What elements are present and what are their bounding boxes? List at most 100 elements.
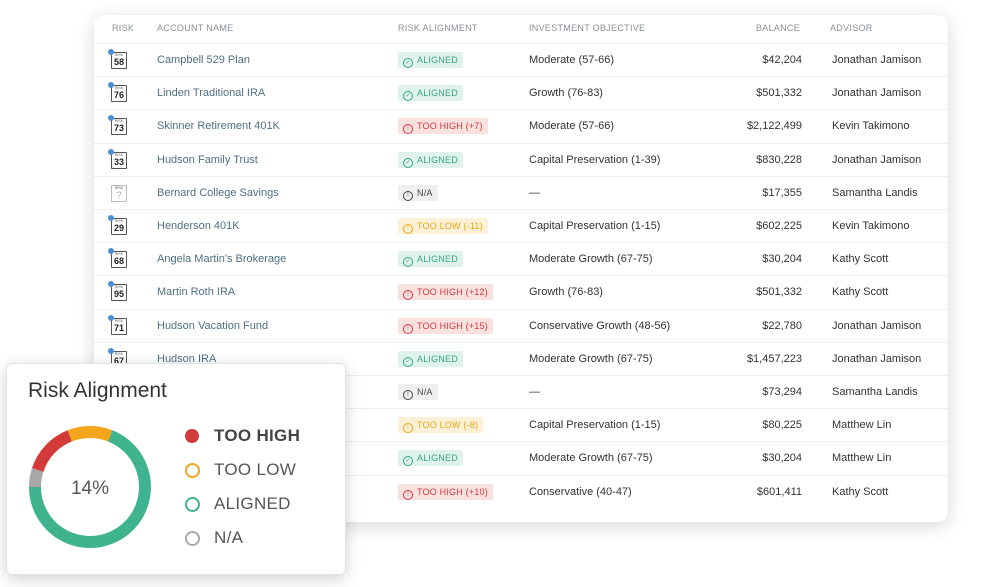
account-name-link[interactable]: Hudson Family Trust: [157, 153, 258, 166]
investment-objective: Capital Preservation (1-15): [529, 220, 661, 232]
risk-score: 68: [113, 256, 124, 267]
risk-icon-label: RISK: [114, 53, 124, 57]
table-row[interactable]: ! TOO LOW (-8) Capital Preservation (1-15…: [94, 408, 948, 442]
header-risk[interactable]: RISK: [112, 23, 135, 33]
risk-score: 71: [113, 322, 124, 333]
balance: $80,225: [762, 419, 802, 432]
account-name-link[interactable]: Hudson Vacation Fund: [157, 319, 269, 332]
alignment-badge: ✓ ALIGNED: [398, 52, 463, 69]
table-header: RISK ACCOUNT NAME RISK ALIGNMENT INVESTM…: [94, 15, 948, 43]
risk-score: 76: [113, 90, 124, 101]
alignment-badge: ! TOO HIGH (+7): [398, 118, 488, 135]
alignment-label: TOO HIGH (+10): [417, 486, 488, 497]
table-row[interactable]: RISK 68 Angela Martin's Brokerage ✓ ALIGN…: [94, 242, 948, 276]
donut-segment-na[interactable]: [29, 426, 151, 548]
account-name-link[interactable]: Hudson IRA: [157, 352, 217, 365]
risk-cell: RISK 68: [108, 243, 138, 276]
advisor: Kathy Scott: [832, 485, 889, 498]
donut-segment-too-high[interactable]: [25, 422, 155, 552]
table-row[interactable]: RISK 73 Skinner Retirement 401K ! TOO HIG…: [94, 109, 948, 143]
alignment-label: TOO LOW (-11): [417, 221, 483, 232]
risk-score: 58: [113, 57, 124, 67]
alert-circle-icon: !: [403, 190, 413, 201]
alignment-label: TOO HIGH (+7): [417, 121, 483, 132]
advisor: Kathy Scott: [832, 286, 889, 299]
balance: $1,457,223: [746, 352, 802, 365]
table-row[interactable]: RISK ? Bernard College Savings ! N/A — $1…: [94, 175, 948, 210]
risk-icon-label: RISK: [114, 285, 124, 290]
risk-cell: RISK 71: [108, 310, 138, 343]
table-row[interactable]: RISK 67 Hudson IRA ✓ ALIGNED Moderate Gro…: [94, 341, 948, 376]
balance: $501,332: [756, 87, 802, 100]
legend-circle-icon: [185, 463, 200, 478]
legend-circle-icon: [185, 531, 200, 546]
risk-score-icon: RISK ?: [111, 184, 127, 202]
alert-circle-icon: !: [403, 224, 413, 235]
advisor: Kevin Takimono: [832, 120, 910, 133]
risk-score-icon: RISK 71: [108, 314, 127, 335]
balance: $30,204: [762, 253, 802, 266]
advisor: Kathy Scott: [832, 253, 889, 266]
alignment-label: ALIGNED: [417, 254, 458, 265]
table-row[interactable]: ✓ ALIGNED Moderate Growth (67-75) $30,204…: [94, 441, 948, 475]
legend-label: TOO HIGH: [214, 426, 301, 445]
investment-objective: Conservative (40-47): [529, 485, 632, 498]
account-name-link[interactable]: Skinner Retirement 401K: [157, 120, 280, 133]
advisor: Jonathan Jamison: [832, 87, 922, 100]
investment-objective: Moderate Growth (67-75): [529, 352, 653, 365]
advisor: Matthew Lin: [832, 419, 892, 432]
alignment-label: N/A: [417, 187, 433, 198]
risk-icon-label: RISK: [114, 219, 124, 223]
table-row[interactable]: RISK 71 Hudson Vacation Fund ! TOO HIGH (…: [94, 308, 948, 343]
alignment-badge: ✓ ALIGNED: [398, 350, 463, 367]
donut-segment-aligned[interactable]: [25, 422, 155, 552]
table-row[interactable]: RISK 58 Campbell 529 Plan ✓ ALIGNED Moder…: [94, 43, 948, 77]
investment-objective: Growth (76-83): [529, 286, 603, 299]
risk-score-icon: RISK 33: [108, 148, 127, 169]
account-name-link[interactable]: Henderson 401K: [157, 220, 240, 232]
account-name-link[interactable]: Linden Traditional IRA: [157, 87, 266, 100]
advisor: Jonathan Jamison: [832, 54, 922, 66]
risk-alignment-donut: 14%: [25, 422, 155, 552]
advisor: Samantha Landis: [832, 186, 918, 199]
alignment-label: ALIGNED: [417, 154, 458, 165]
table-row[interactable]: RISK 76 Linden Traditional IRA ✓ ALIGNED …: [94, 76, 948, 110]
risk-dot-icon: [108, 248, 114, 255]
header-account-name[interactable]: ACCOUNT NAME: [157, 23, 234, 33]
alignment-badge: ! N/A: [398, 184, 438, 201]
header-risk-alignment[interactable]: RISK ALIGNMENT: [398, 23, 478, 33]
account-name-link[interactable]: Bernard College Savings: [157, 186, 279, 199]
balance: $601,411: [756, 485, 802, 498]
risk-icon-label: RISK: [114, 318, 124, 323]
risk-dot-icon: [108, 148, 114, 155]
table-row[interactable]: ! TOO HIGH (+10) Conservative (40-47) $60…: [94, 474, 948, 509]
account-name-link[interactable]: Angela Martin's Brokerage: [157, 253, 287, 266]
header-investment-objective[interactable]: INVESTMENT OBJECTIVE: [529, 23, 646, 33]
table-row[interactable]: RISK 29 Henderson 401K ! TOO LOW (-11) Ca…: [94, 209, 948, 243]
header-balance[interactable]: BALANCE: [755, 23, 800, 33]
donut-center-value: 14%: [71, 478, 109, 499]
header-advisor[interactable]: ADVISOR: [830, 23, 873, 33]
alignment-label: ALIGNED: [417, 353, 458, 364]
account-name-link[interactable]: Campbell 529 Plan: [157, 54, 250, 66]
advisor: Kevin Takimono: [832, 220, 910, 232]
table-row[interactable]: RISK 33 Hudson Family Trust ✓ ALIGNED Cap…: [94, 142, 948, 177]
legend-label: N/A: [214, 528, 244, 547]
account-name-link[interactable]: Martin Roth IRA: [157, 286, 236, 299]
table-row[interactable]: RISK 95 Martin Roth IRA ! TOO HIGH (+12) …: [94, 275, 948, 309]
check-circle-icon: ✓: [403, 356, 413, 367]
investment-objective: Moderate (57-66): [529, 54, 614, 66]
risk-score-icon: RISK 73: [108, 115, 127, 136]
risk-cell: RISK 33: [108, 144, 138, 177]
risk-icon-label: RISK: [114, 185, 124, 190]
alert-circle-icon: !: [403, 489, 413, 500]
risk-score-icon: RISK 76: [108, 82, 127, 103]
investment-objective: Moderate (57-66): [529, 120, 614, 133]
table-row[interactable]: ! N/A — $73,294 Samantha Landis: [94, 375, 948, 409]
risk-dot-icon: [108, 215, 114, 221]
summary-title: Risk Alignment: [28, 379, 167, 402]
balance: $17,355: [762, 186, 802, 199]
risk-score-icon: RISK 29: [108, 215, 127, 235]
alignment-cell: ✓ ALIGNED: [398, 44, 463, 77]
risk-dot-icon: [108, 314, 114, 321]
